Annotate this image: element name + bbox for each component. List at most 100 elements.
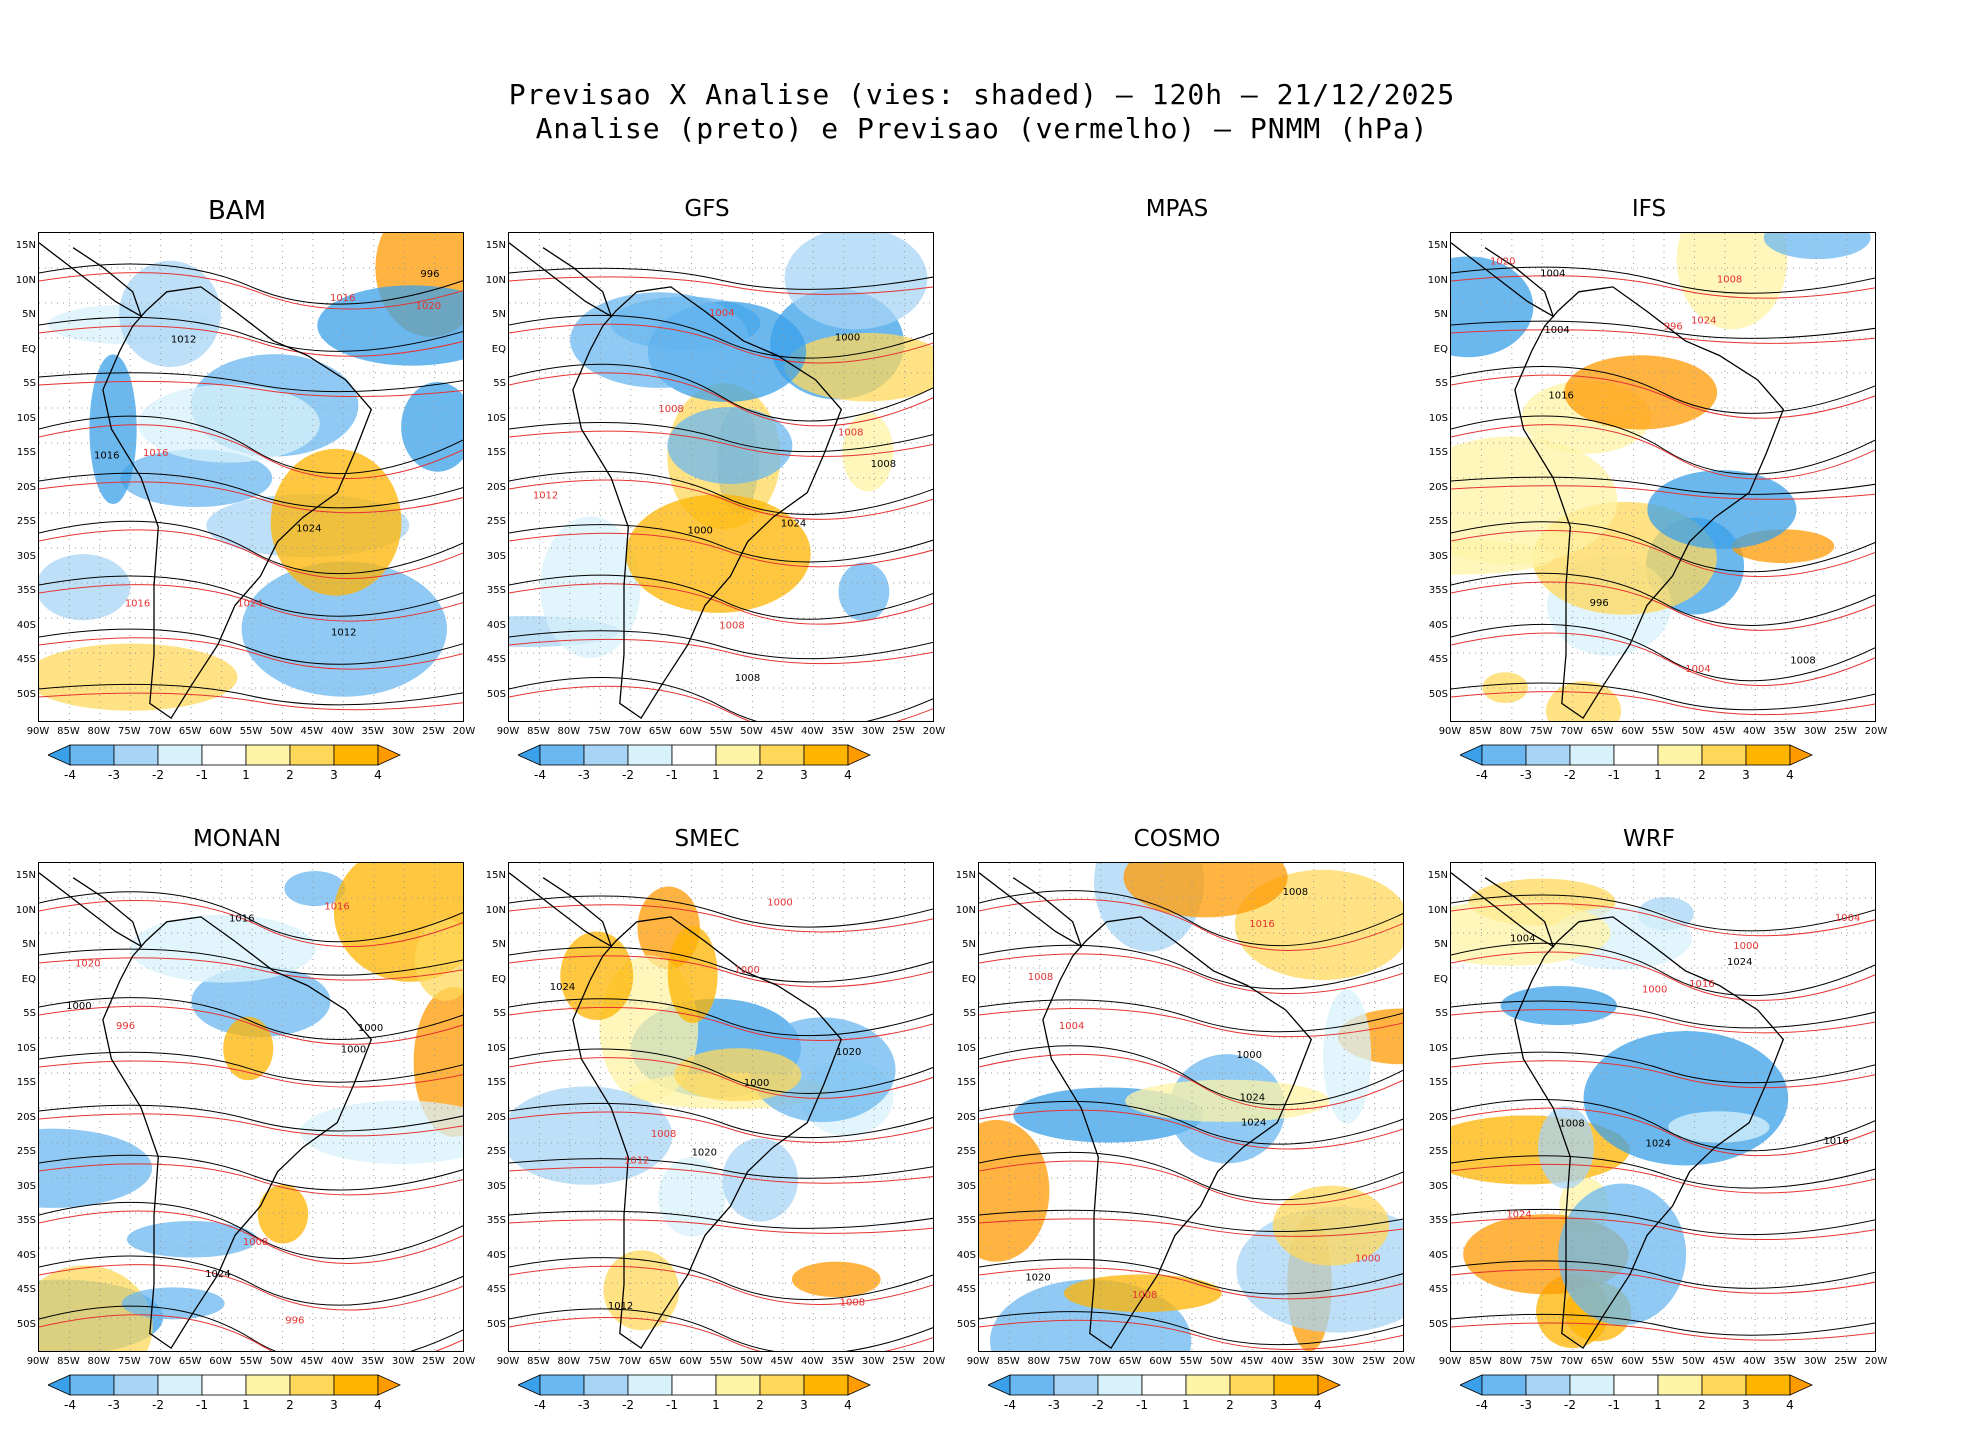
lat-tick-label: 5S (23, 1008, 36, 1019)
lon-tick-label: 45W (1712, 1356, 1736, 1367)
forecast-isobar (1451, 951, 1875, 1001)
contour-label: 996 (116, 1021, 135, 1032)
forecast-isobar (39, 481, 463, 514)
lat-tick-label: 15S (956, 1077, 976, 1088)
colorbar-label: 4 (1786, 768, 1794, 782)
bias-shade (1234, 869, 1403, 981)
lon-tick-label: 65W (1118, 1356, 1142, 1367)
lon-tick-label: 90W (966, 1356, 990, 1367)
lon-tick-label: 50W (740, 1356, 763, 1367)
lat-tick-label: EQ (21, 973, 36, 985)
bias-shade (39, 643, 238, 711)
analysis-isobar (1451, 320, 1875, 339)
lat-tick-label: EQ (491, 343, 506, 355)
lat-tick-label: 20S (1428, 1111, 1448, 1123)
lat-tick-label: 30S (486, 1180, 506, 1192)
analysis-isobar (979, 1045, 1403, 1106)
contour-label: 1000 (1733, 941, 1758, 952)
analysis-isobar (979, 890, 1403, 947)
contour-label: 1016 (94, 450, 119, 461)
colorbar-label: -1 (196, 768, 208, 782)
lon-tick-label: 70W (618, 1356, 642, 1367)
analysis-isobar (509, 895, 933, 928)
forecast-isobar (39, 325, 463, 357)
lat-tick-label: 5N (22, 939, 36, 950)
lon-tick-label: 80W (1499, 726, 1523, 737)
forecast-isobar (39, 1314, 463, 1351)
colorbar-label: -2 (152, 768, 164, 782)
lon-tick-label: 60W (679, 726, 702, 737)
forecast-isobar (39, 957, 463, 981)
panel-title: GFS (684, 196, 730, 222)
lon-tick-label: 30W (1331, 1356, 1355, 1367)
lon-tick-label: 65W (178, 726, 202, 737)
analysis-isobar (979, 1209, 1403, 1232)
contour-label: 1024 (237, 599, 262, 610)
panel-smec: SMEC 1020 1000 1000 1008 1012 1000 1024 1008 1020… (472, 826, 946, 1426)
lat-tick-label: 10N (955, 904, 976, 916)
lat-tick-label: EQ (1433, 973, 1448, 985)
forecast-isobar (509, 430, 933, 457)
lon-tick-label: 60W (209, 1356, 232, 1367)
colorbar-label: 3 (1270, 1398, 1278, 1412)
analysis-isobar (1451, 1000, 1875, 1029)
colorbar-label: 3 (800, 1398, 808, 1412)
bias-shade (241, 561, 447, 697)
lat-tick-label: 10S (486, 412, 506, 424)
contour-label: 1008 (243, 1237, 268, 1248)
lon-tick-label: 90W (1438, 1356, 1462, 1367)
forecast-isobar (979, 1109, 1403, 1150)
lat-tick-label: 35S (486, 585, 506, 596)
bias-shade (39, 1128, 153, 1208)
contour-label: 1000 (341, 1045, 366, 1056)
forecast-isobar (1451, 632, 1875, 687)
forecast-isobar (509, 1219, 933, 1234)
lon-tick-label: 40W (1742, 1356, 1766, 1367)
contour-label: 996 (1590, 598, 1609, 609)
lon-tick-label: 40W (800, 726, 824, 737)
colorbar-label: -1 (1136, 1398, 1148, 1412)
contour-label: 1024 (781, 519, 806, 530)
contour-label: 1004 (1510, 934, 1535, 945)
contour-label: 1008 (735, 673, 760, 684)
bias-shade (560, 931, 634, 1020)
lon-tick-label: 35W (1301, 1356, 1325, 1367)
colorbar-label: 3 (330, 1398, 338, 1412)
analysis-isobar (509, 470, 933, 515)
coastline-south-america (102, 916, 373, 1350)
colorbar-label: 1 (712, 1398, 720, 1412)
lon-tick-label: 65W (178, 1356, 202, 1367)
contour-label: 1016 (143, 448, 168, 459)
forecast-isobar (39, 1264, 463, 1311)
bias-map: 1004 996 1016 1008 996 1004 1008 1024 1004 1020 (1450, 232, 1876, 722)
colorbar-label: 4 (374, 768, 382, 782)
colorbar-label: 4 (1314, 1398, 1322, 1412)
lat-tick-label: 25S (16, 1146, 36, 1157)
coastline-central-america (509, 872, 613, 948)
forecast-isobar (1451, 581, 1875, 631)
lat-tick-label: 5S (1435, 378, 1448, 389)
colorbar-label: 3 (330, 768, 338, 782)
contour-label: 1000 (1642, 985, 1667, 996)
contour-label: 1004 (1835, 913, 1860, 924)
analysis-isobar (39, 575, 463, 617)
forecast-isobar (979, 1007, 1403, 1038)
panel-mpas: MPAS (942, 196, 1412, 796)
contour-label: 1008 (840, 1297, 865, 1308)
bias-shade (284, 871, 346, 907)
analysis-isobar (1451, 1099, 1875, 1152)
analysis-isobar (979, 1311, 1403, 1346)
lon-tick-label: 30W (861, 726, 885, 737)
contour-label: 1024 (1241, 1117, 1266, 1128)
analysis-isobar (509, 1158, 933, 1179)
forecast-isobar (979, 898, 1403, 951)
colorbar-label: 4 (844, 1398, 852, 1412)
lon-tick-label: 55W (709, 726, 733, 737)
lat-tick-label: 50S (1428, 688, 1448, 700)
lon-tick-label: 50W (270, 1356, 293, 1367)
lon-tick-label: 50W (270, 726, 293, 737)
lat-tick-label: 40S (16, 619, 36, 631)
forecast-isobar (1451, 903, 1875, 937)
analysis-isobar (39, 891, 463, 943)
contour-label: 1004 (1540, 268, 1565, 279)
